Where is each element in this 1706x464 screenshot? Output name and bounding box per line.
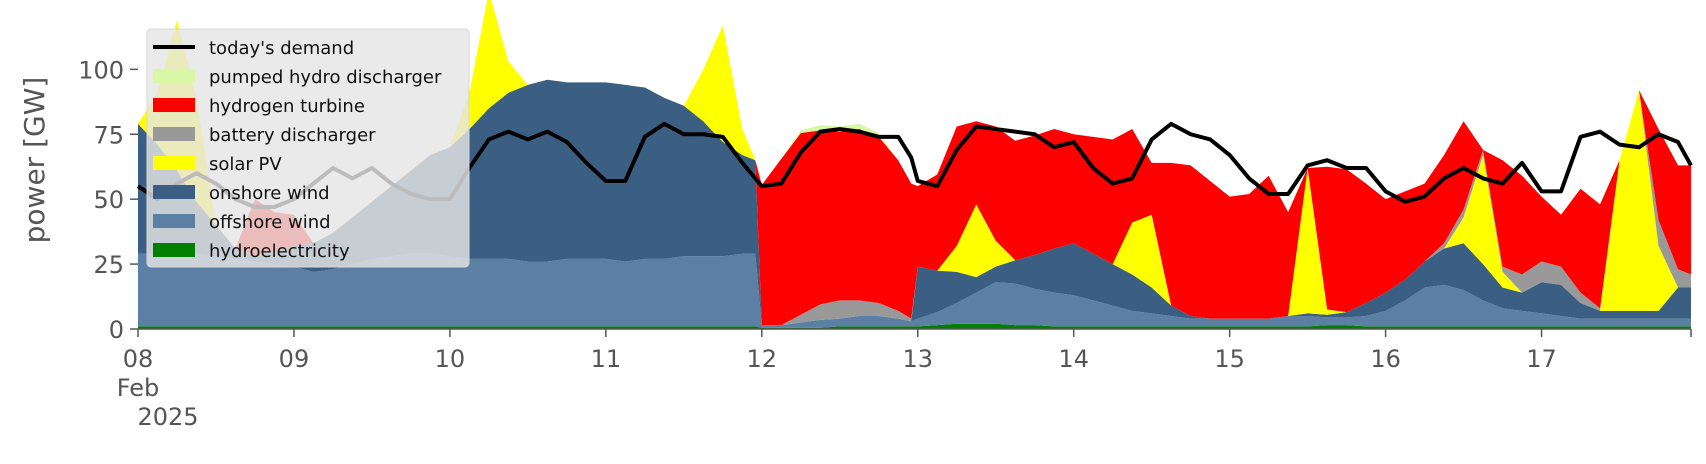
- legend-swatch-hydroelectricity: [153, 243, 195, 257]
- legend-label-onshore-wind: onshore wind: [209, 183, 330, 204]
- area-hydrogen-turbine: [138, 0, 1691, 326]
- y-tick-label: 50: [93, 186, 124, 214]
- legend-swatch-battery-discharger: [153, 127, 195, 141]
- legend-swatch-offshore-wind: [153, 214, 195, 228]
- legend-swatch-solar-pv: [153, 156, 195, 170]
- x-tick-label: 12: [747, 345, 778, 373]
- x-tick-label: 11: [591, 345, 622, 373]
- legend-label-hydroelectricity: hydroelectricity: [209, 241, 350, 262]
- x-tick-label: 09: [279, 345, 310, 373]
- x-tick-label: 08: [123, 345, 154, 373]
- x-tick-label: 13: [902, 345, 933, 373]
- x-tick-label: 14: [1058, 345, 1089, 373]
- legend-label-offshore-wind: offshore wind: [209, 212, 331, 233]
- area-onshore-wind: [138, 79, 1691, 326]
- legend-label-battery-discharger: battery discharger: [209, 125, 376, 146]
- x-tick-label: 15: [1214, 345, 1245, 373]
- x-tick-sublabel: Feb: [117, 374, 160, 402]
- legend: today's demand pumped hydro discharger hyd…: [146, 28, 470, 268]
- x-tick-label: 17: [1526, 345, 1557, 373]
- x-tick-label: 10: [435, 345, 466, 373]
- legend-swatch-pumped-hydro-discharger: [153, 69, 195, 83]
- legend-label-today-s-demand: today's demand: [209, 38, 354, 59]
- area-hydroelectricity: [138, 323, 1691, 329]
- area-offshore-wind: [138, 253, 1691, 328]
- y-tick-label: 75: [93, 121, 124, 149]
- legend-box: [146, 28, 470, 268]
- y-tick-label: 100: [78, 56, 124, 84]
- legend-label-pumped-hydro-discharger: pumped hydro discharger: [209, 67, 442, 88]
- areas-layer: [138, 0, 1691, 329]
- area-solar-pv: [138, 0, 1691, 326]
- y-tick-label: 25: [93, 251, 124, 279]
- legend-label-hydrogen-turbine: hydrogen turbine: [209, 96, 365, 117]
- y-tick-label: 0: [109, 316, 124, 344]
- x-tick-label: 16: [1370, 345, 1401, 373]
- y-axis-label: power [GW]: [18, 77, 51, 244]
- legend-swatch-hydrogen-turbine: [153, 98, 195, 112]
- legend-label-solar-pv: solar PV: [209, 154, 282, 175]
- x-tick-sublabel: 2025: [137, 403, 198, 431]
- legend-swatch-onshore-wind: [153, 185, 195, 199]
